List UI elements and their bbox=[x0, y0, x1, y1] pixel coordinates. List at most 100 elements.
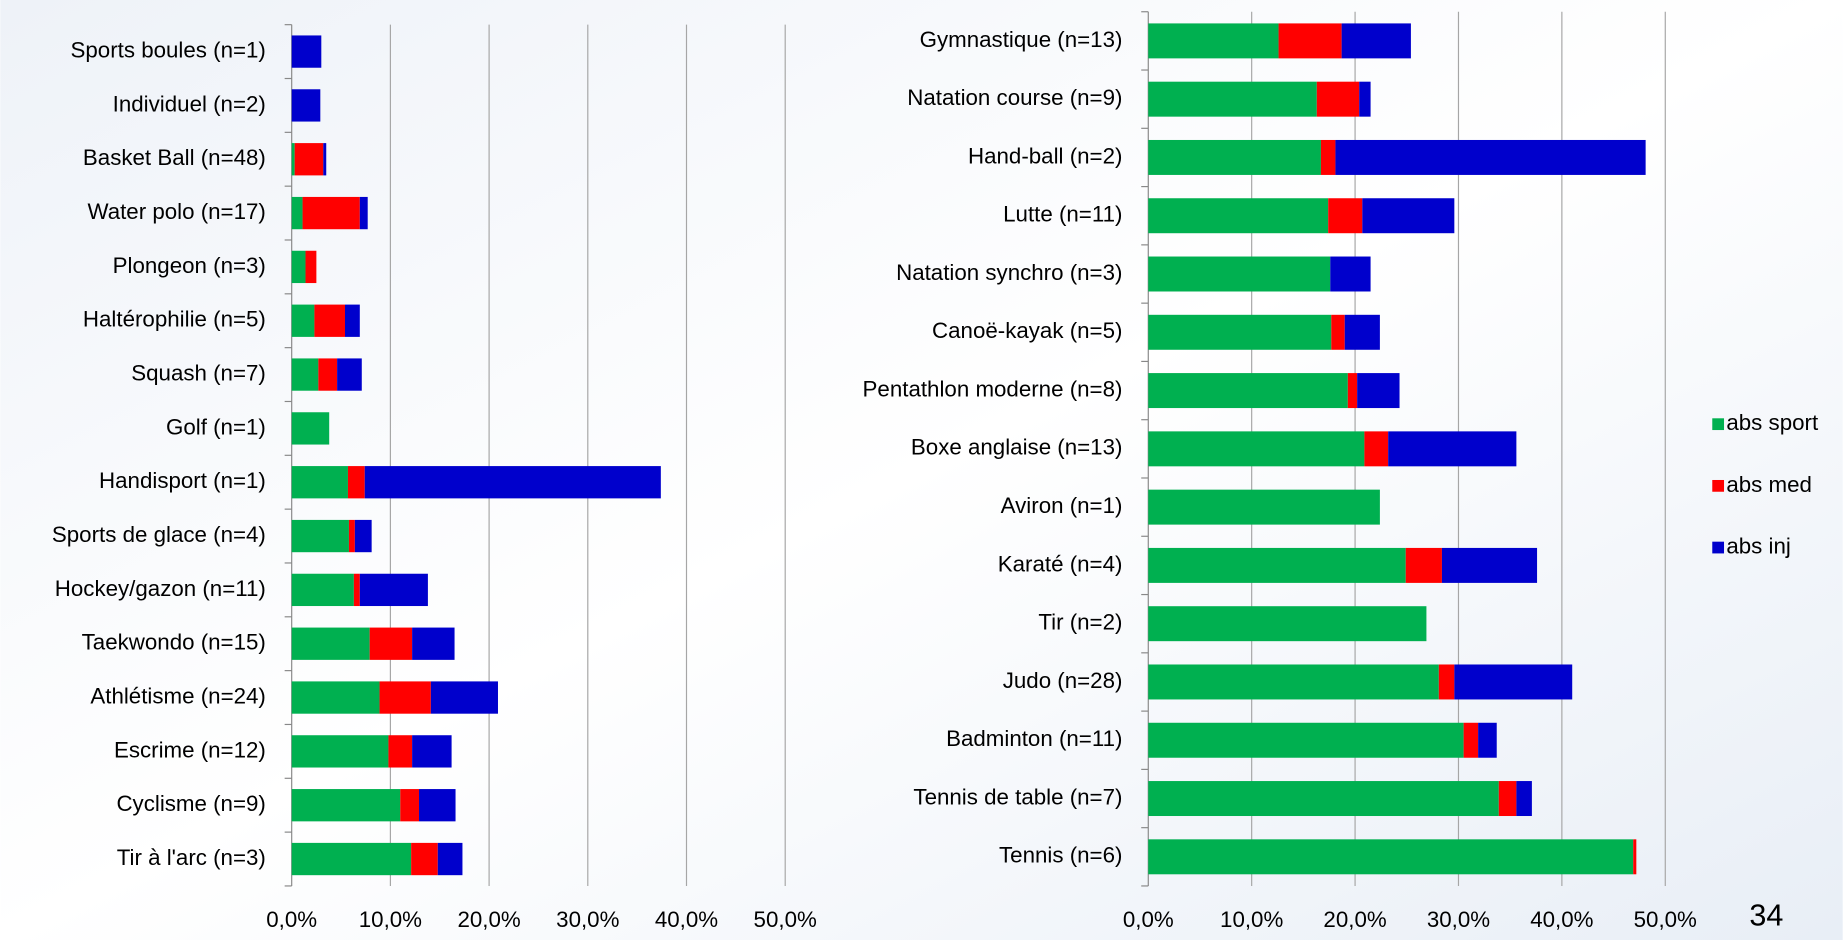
bar-segment bbox=[1317, 82, 1359, 117]
bar-segment bbox=[1148, 606, 1426, 641]
bar-segment bbox=[1357, 373, 1399, 408]
bar-segment bbox=[292, 735, 389, 767]
x-tick-label: 10,0% bbox=[359, 907, 422, 932]
x-tick-label: 30,0% bbox=[556, 907, 619, 932]
x-tick-label: 20,0% bbox=[457, 907, 520, 932]
bar-segment bbox=[1148, 490, 1380, 525]
x-tick-label: 50,0% bbox=[1634, 907, 1697, 932]
x-tick-label: 30,0% bbox=[1427, 907, 1490, 932]
page: {"chart_data":[ {"type":"stacked_bar_hor… bbox=[0, 0, 1843, 940]
bar-segment bbox=[431, 681, 498, 713]
bar-segment bbox=[1464, 723, 1478, 758]
y-tick-label: Haltérophilie (n=5) bbox=[83, 307, 266, 332]
bar-segment bbox=[1148, 257, 1330, 292]
bar-segment bbox=[1148, 198, 1328, 233]
y-tick-label: Tir (n=2) bbox=[1038, 610, 1122, 635]
bar-segment bbox=[1342, 23, 1411, 58]
bar-segment bbox=[1321, 140, 1335, 175]
y-tick-label: Athlétisme (n=24) bbox=[90, 683, 265, 708]
bar-segment bbox=[1148, 373, 1348, 408]
bar-segment bbox=[1148, 431, 1364, 466]
bar-segment bbox=[303, 197, 360, 229]
bar-segment bbox=[1454, 664, 1572, 699]
bar-segment bbox=[1516, 781, 1532, 816]
x-tick-label: 20,0% bbox=[1323, 907, 1386, 932]
bar-segment bbox=[411, 843, 438, 875]
bar-segment bbox=[438, 843, 463, 875]
bar-segment bbox=[1148, 315, 1331, 350]
bar-segment bbox=[306, 251, 317, 283]
bar-segment bbox=[292, 466, 348, 498]
y-tick-label: Cyclisme (n=9) bbox=[116, 791, 265, 816]
bar-segment bbox=[348, 466, 365, 498]
legend-label: abs sport bbox=[1726, 410, 1819, 435]
bar-segment bbox=[1439, 664, 1455, 699]
y-tick-label: Aviron (n=1) bbox=[1001, 493, 1123, 518]
bar-segment bbox=[292, 197, 303, 229]
bar-segment bbox=[360, 197, 368, 229]
x-tick-label: 0,0% bbox=[1123, 907, 1174, 932]
y-tick-label: Natation synchro (n=3) bbox=[896, 260, 1122, 285]
y-tick-label: Karaté (n=4) bbox=[998, 551, 1123, 576]
bar-segment bbox=[1406, 548, 1442, 583]
bar-segment bbox=[292, 789, 401, 821]
bar-segment bbox=[1148, 548, 1405, 583]
y-tick-label: Golf (n=1) bbox=[166, 414, 266, 439]
x-tick-label: 50,0% bbox=[754, 907, 817, 932]
y-tick-label: Sports boules (n=1) bbox=[71, 37, 266, 62]
bar-segment bbox=[1388, 431, 1516, 466]
y-tick-label: Hand-ball (n=2) bbox=[968, 143, 1122, 168]
bar-segment bbox=[292, 412, 330, 444]
y-tick-label: Tennis de table (n=7) bbox=[913, 784, 1122, 809]
bar-segment bbox=[1499, 781, 1517, 816]
bar-segment bbox=[1148, 723, 1463, 758]
bar-segment bbox=[292, 681, 380, 713]
y-tick-label: Plongeon (n=3) bbox=[113, 253, 266, 278]
bar-segment bbox=[419, 789, 456, 821]
bar-segment bbox=[292, 843, 411, 875]
legend-swatch bbox=[1712, 418, 1724, 430]
x-tick-label: 0,0% bbox=[266, 907, 317, 932]
bar-segment bbox=[1442, 548, 1537, 583]
bar-segment bbox=[1345, 315, 1380, 350]
bar-segment bbox=[1335, 140, 1645, 175]
bar-segment bbox=[345, 305, 360, 337]
bar-segment bbox=[1279, 23, 1342, 58]
bar-segment bbox=[1633, 839, 1636, 874]
y-tick-label: Sports de glace (n=4) bbox=[52, 522, 266, 547]
y-tick-label: Canoë-kayak (n=5) bbox=[932, 318, 1122, 343]
legend-label: abs inj bbox=[1726, 533, 1791, 558]
bar-segment bbox=[337, 358, 362, 390]
bar-segment bbox=[292, 574, 354, 606]
y-tick-label: Escrime (n=12) bbox=[114, 737, 266, 762]
bar-segment bbox=[292, 628, 370, 660]
y-tick-label: Lutte (n=11) bbox=[1003, 202, 1122, 227]
bar-segment bbox=[1331, 315, 1344, 350]
y-tick-label: Basket Ball (n=48) bbox=[83, 145, 266, 170]
bar-segment bbox=[1348, 373, 1357, 408]
y-tick-label: Taekwondo (n=15) bbox=[82, 630, 266, 655]
x-tick-label: 40,0% bbox=[655, 907, 718, 932]
bar-segment bbox=[295, 143, 324, 175]
bar-segment bbox=[292, 520, 349, 552]
bar-segment bbox=[292, 358, 319, 390]
bar-segment bbox=[1148, 781, 1499, 816]
bar-segment bbox=[1148, 82, 1317, 117]
bar-segment bbox=[1330, 257, 1370, 292]
bar-segment bbox=[1148, 664, 1439, 699]
legend-label: abs med bbox=[1726, 472, 1812, 497]
bar-segment bbox=[314, 305, 345, 337]
bar-segment bbox=[1364, 431, 1388, 466]
bar-segment bbox=[355, 520, 372, 552]
bar-segment bbox=[412, 735, 451, 767]
bar-segment bbox=[292, 143, 295, 175]
y-tick-label: Badminton (n=11) bbox=[946, 726, 1122, 751]
bar-segment bbox=[354, 574, 360, 606]
y-tick-label: Natation course (n=9) bbox=[907, 85, 1122, 110]
x-tick-label: 10,0% bbox=[1220, 907, 1283, 932]
bar-segment bbox=[1148, 839, 1633, 874]
y-tick-label: Hockey/gazon (n=11) bbox=[55, 576, 266, 601]
bar-segment bbox=[349, 520, 355, 552]
bar-segment bbox=[1148, 140, 1321, 175]
legend-swatch bbox=[1712, 480, 1724, 492]
